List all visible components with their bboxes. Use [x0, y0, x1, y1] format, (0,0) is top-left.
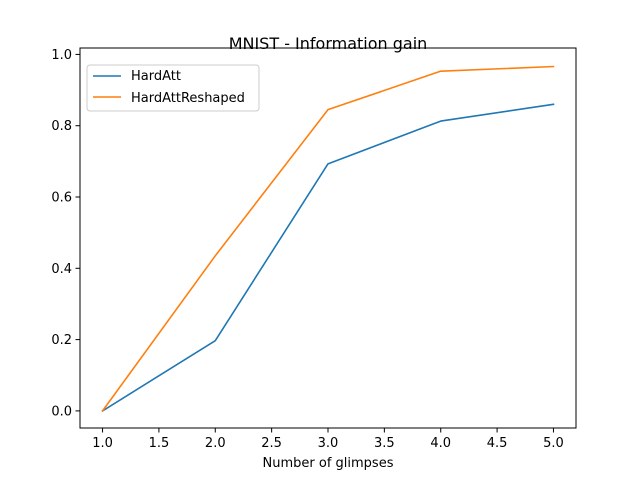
y-tick-label: 0.6	[51, 191, 72, 206]
y-tick-label: 0.4	[51, 262, 72, 277]
x-tick-label: 1.0	[92, 436, 113, 451]
x-axis: 1.0 1.5 2.0 2.5 3.0 3.5 4.0 4.5 5.0	[92, 428, 564, 451]
x-tick-label: 4.5	[487, 436, 508, 451]
x-axis-label: Number of glimpses	[263, 456, 394, 471]
y-tick-label: 0.2	[51, 333, 72, 348]
series-layer	[101, 65, 555, 413]
x-tick-label: 3.0	[318, 436, 339, 451]
y-tick-label: 0.8	[51, 119, 72, 134]
x-tick-label: 1.5	[149, 436, 170, 451]
legend-label-hardattreshaped: HardAttReshaped	[131, 91, 245, 106]
x-tick-label: 2.5	[261, 436, 282, 451]
y-tick-label: 0.0	[51, 404, 72, 419]
chart-title: MNIST - Information gain	[229, 34, 428, 53]
y-axis: 0.0 0.2 0.4 0.6 0.8 1.0	[51, 48, 80, 419]
series-line-hardattreshaped	[101, 65, 555, 413]
legend: HardAtt HardAttReshaped	[86, 64, 260, 112]
x-tick-label: 4.0	[430, 436, 451, 451]
legend-box	[86, 64, 260, 112]
x-tick-label: 5.0	[543, 436, 564, 451]
series-line-hardatt	[101, 103, 555, 412]
y-tick-label: 1.0	[51, 48, 72, 63]
x-tick-label: 3.5	[374, 436, 395, 451]
x-tick-label: 2.0	[205, 436, 226, 451]
legend-label-hardatt: HardAtt	[131, 69, 181, 84]
